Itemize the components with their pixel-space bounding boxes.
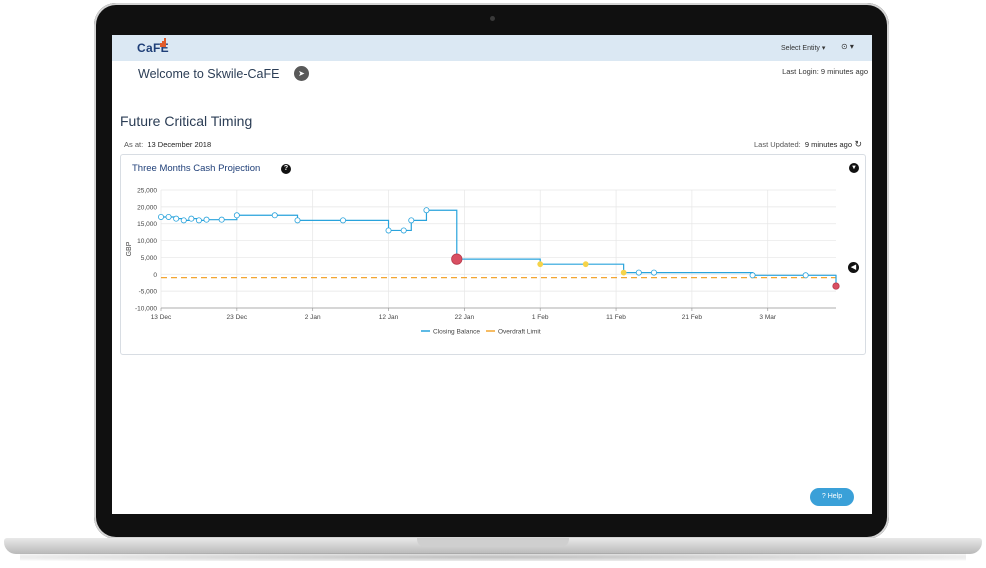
last-login-value: 9 minutes ago	[820, 67, 868, 76]
top-bar: CaFE Select Entity ▾ ⊙ ▾	[112, 35, 872, 61]
closing-balance-point	[582, 261, 589, 268]
closing-balance-line	[161, 209, 837, 287]
closing-balance-point	[650, 269, 657, 276]
last-updated-label: Last Updated:	[754, 140, 801, 149]
app-screen: CaFE Select Entity ▾ ⊙ ▾ Welcome to Skwi…	[112, 35, 872, 514]
last-updated-value: 9 minutes ago	[804, 140, 852, 149]
last-login-label: Last Login:	[782, 67, 819, 76]
legend-closing-balance-label: Closing Balance	[433, 329, 480, 336]
cash-projection-chart: 25,000 20,000 15,000 10,000 5,000 0 -5,000 -10,…	[126, 188, 840, 336]
page-title: Future Critical Timing	[120, 113, 253, 129]
x-tick-label: 3 Mar	[759, 314, 776, 321]
closing-balance-point	[635, 269, 642, 276]
as-at-label: As at:	[124, 140, 144, 149]
closing-balance-point	[158, 213, 165, 220]
x-tick-label: 23 Dec	[227, 314, 248, 321]
chevron-left-icon[interactable]: ◀	[848, 262, 859, 273]
closing-balance-point	[408, 217, 415, 224]
x-tick-label: 1 Feb	[532, 314, 549, 321]
cash-projection-card: Three Months Cash Projection ? ▼ ◀ 25,00…	[120, 154, 866, 355]
closing-balance-point	[180, 217, 187, 224]
select-entity-dropdown[interactable]: Select Entity ▾	[781, 45, 826, 52]
x-tick-label: 13 Dec	[151, 314, 172, 321]
closing-balance-point	[832, 282, 840, 290]
closing-balance-point	[537, 261, 544, 268]
x-tick-label: 21 Feb	[682, 314, 703, 321]
closing-balance-point	[423, 207, 430, 214]
closing-balance-point	[188, 215, 195, 222]
closing-balance-point	[218, 216, 225, 223]
x-tick-label: 22 Jan	[455, 314, 475, 321]
chevron-down-icon[interactable]: ▼	[849, 163, 859, 173]
user-menu-icon[interactable]: ⊙ ▾	[841, 42, 854, 51]
welcome-title: Welcome to Skwile-CaFE	[138, 67, 280, 81]
y-axis-label: GBP	[126, 241, 133, 256]
rocket-icon[interactable]: ➤	[294, 66, 309, 81]
closing-balance-point	[749, 272, 756, 279]
closing-balance-point	[400, 227, 407, 234]
closing-balance-point	[233, 212, 240, 219]
x-tick-label: 11 Feb	[606, 314, 626, 321]
legend-overdraft-limit-label: Overdraft Limit	[498, 329, 541, 336]
closing-balance-point	[271, 212, 278, 219]
card-title: Three Months Cash Projection	[132, 163, 261, 174]
as-at-value: 13 December 2018	[147, 140, 212, 149]
x-tick-label: 12 Jan	[379, 314, 399, 321]
closing-balance-point	[203, 216, 210, 223]
y-tick-label: 15,000	[137, 221, 157, 228]
y-tick-label: 10,000	[137, 238, 157, 245]
y-tick-label: -10,000	[135, 306, 157, 313]
closing-balance-point	[173, 215, 180, 222]
y-tick-label: 25,000	[137, 188, 157, 195]
question-icon[interactable]: ?	[281, 164, 291, 174]
y-tick-label: -5,000	[139, 289, 158, 296]
closing-balance-point	[195, 217, 202, 224]
closing-balance-point	[802, 272, 809, 279]
closing-balance-point	[165, 213, 172, 220]
help-button[interactable]: ? Help	[810, 488, 854, 506]
refresh-icon[interactable]: ↻	[854, 139, 862, 149]
x-tick-label: 2 Jan	[305, 314, 321, 321]
y-tick-label: 0	[153, 272, 157, 279]
laptop-notch	[417, 538, 569, 547]
as-at: As at: 13 December 2018	[124, 140, 211, 149]
closing-balance-point	[620, 269, 627, 276]
camera-dot	[490, 16, 495, 21]
last-updated: Last Updated: 9 minutes ago	[754, 140, 852, 149]
y-tick-label: 20,000	[137, 204, 157, 211]
logo-bars-icon	[160, 38, 166, 47]
last-login: Last Login: 9 minutes ago	[782, 67, 868, 76]
y-tick-label: 5,000	[141, 255, 158, 262]
closing-balance-point	[294, 217, 301, 224]
closing-balance-point	[385, 227, 392, 234]
closing-balance-point	[340, 217, 347, 224]
laptop-shadow	[20, 553, 966, 561]
closing-balance-point	[451, 253, 463, 265]
